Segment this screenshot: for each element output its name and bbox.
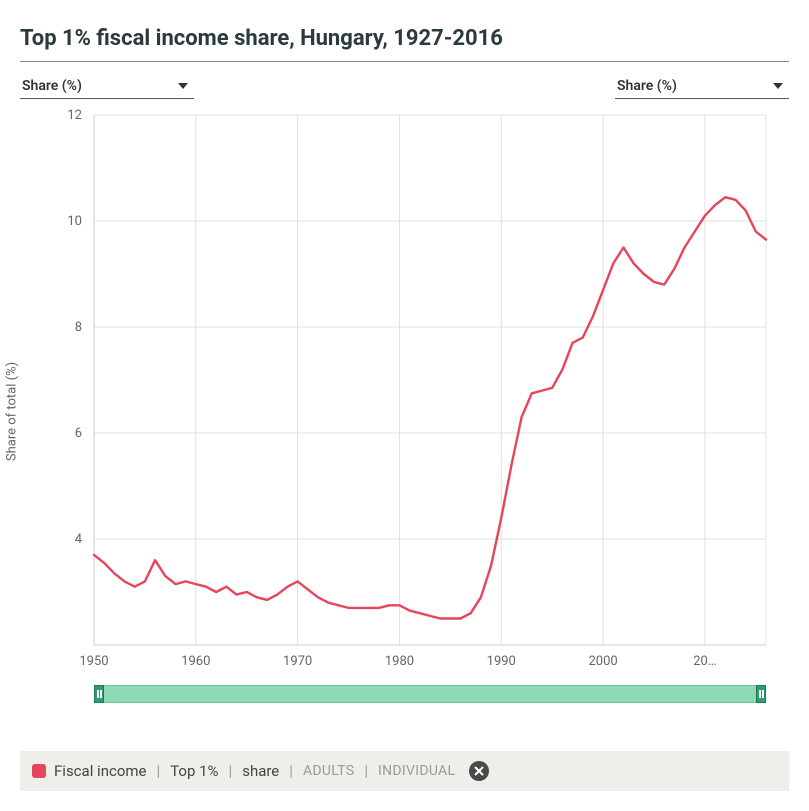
caret-down-icon xyxy=(178,83,188,89)
dropdown-row: Share (%) Share (%) xyxy=(20,74,789,99)
svg-text:1960: 1960 xyxy=(181,654,210,669)
right-axis-dropdown[interactable]: Share (%) xyxy=(615,74,789,99)
svg-text:12: 12 xyxy=(67,108,82,123)
legend-part-1: Fiscal income xyxy=(54,762,147,780)
svg-text:6: 6 xyxy=(75,426,82,441)
slider-handle-right[interactable] xyxy=(756,685,766,703)
y-axis-title: Share of total (%) xyxy=(5,362,20,461)
svg-text:10: 10 xyxy=(67,214,82,229)
svg-text:8: 8 xyxy=(75,320,82,335)
svg-text:1990: 1990 xyxy=(487,654,516,669)
chart-area: Share of total (%) 468101219501960197019… xyxy=(20,105,789,703)
svg-text:1950: 1950 xyxy=(79,654,108,669)
svg-text:4: 4 xyxy=(75,532,83,547)
legend-separator: | xyxy=(362,762,370,780)
left-axis-dropdown[interactable]: Share (%) xyxy=(20,74,194,99)
legend-muted-2: INDIVIDUAL xyxy=(378,763,455,779)
legend-part-2: Top 1% xyxy=(170,762,218,780)
right-axis-dropdown-label: Share (%) xyxy=(617,78,677,94)
svg-text:2000: 2000 xyxy=(588,654,617,669)
line-chart[interactable]: 4 6 8 10 12 1950 1960 1970 1980 1990 2000 20… xyxy=(20,105,789,677)
slider-handle-left[interactable] xyxy=(94,685,104,703)
time-range-slider[interactable] xyxy=(94,685,766,703)
legend-bar: Fiscal income | Top 1% | share | ADULTS … xyxy=(20,751,789,791)
legend-separator: | xyxy=(287,762,295,780)
chart-title: Top 1% fiscal income share, Hungary, 192… xyxy=(20,20,789,62)
legend-muted-1: ADULTS xyxy=(303,763,354,779)
legend-separator: | xyxy=(155,762,163,780)
caret-down-icon xyxy=(773,83,783,89)
svg-text:1970: 1970 xyxy=(283,654,312,669)
legend-separator: | xyxy=(227,762,235,780)
left-axis-dropdown-label: Share (%) xyxy=(22,78,82,94)
legend-swatch xyxy=(32,764,46,778)
svg-text:1980: 1980 xyxy=(385,654,414,669)
svg-text:20…: 20… xyxy=(693,654,716,669)
close-icon xyxy=(474,766,484,776)
remove-series-button[interactable] xyxy=(469,761,489,781)
legend-part-3: share xyxy=(242,762,279,780)
